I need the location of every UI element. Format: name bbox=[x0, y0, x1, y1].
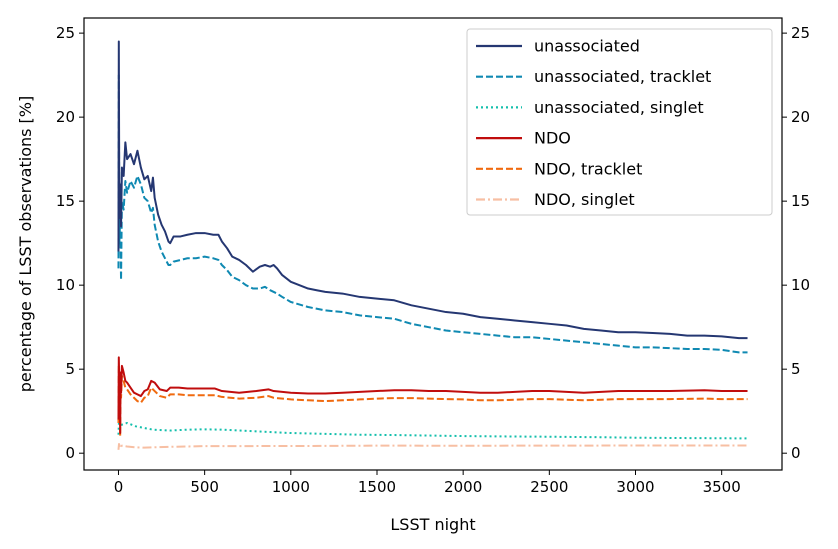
x-tick-label: 3000 bbox=[616, 478, 654, 496]
legend-label-5: NDO, singlet bbox=[534, 190, 635, 209]
x-tick-label: 0 bbox=[114, 478, 124, 496]
series-layer bbox=[117, 40, 748, 450]
x-axis-label: LSST night bbox=[390, 515, 475, 534]
right-y-tick-label: 0 bbox=[791, 444, 801, 462]
right-y-tick-label: 15 bbox=[791, 192, 810, 210]
y-tick-label: 5 bbox=[65, 360, 75, 378]
legend-label-1: unassociated, tracklet bbox=[534, 67, 711, 86]
series-line-2 bbox=[117, 420, 748, 440]
plot-frame bbox=[83, 17, 783, 471]
right-y-tick-label: 25 bbox=[791, 24, 810, 42]
series-line-4 bbox=[117, 364, 748, 438]
legend: unassociated unassociated, tracklet unasso… bbox=[466, 28, 773, 216]
y-tick-label: 0 bbox=[65, 444, 75, 462]
x-tick-label: 2500 bbox=[530, 478, 568, 496]
axes-layer: 0 500 1000 1500 2000 2500 3000 3500 0 0 5 5 10 10 15 15… bbox=[56, 24, 810, 496]
legend-label-4: NDO, tracklet bbox=[534, 159, 642, 178]
y-tick-label: 25 bbox=[56, 24, 75, 42]
series-line-1 bbox=[117, 74, 748, 354]
y-axis-label: percentage of LSST observations [%] bbox=[16, 96, 35, 393]
series-line-0 bbox=[117, 40, 748, 340]
series-line-3 bbox=[117, 356, 748, 435]
x-tick-label: 2000 bbox=[444, 478, 482, 496]
right-y-tick-label: 10 bbox=[791, 276, 810, 294]
x-tick-label: 1500 bbox=[358, 478, 396, 496]
legend-label-0: unassociated bbox=[534, 37, 640, 56]
legend-box bbox=[466, 28, 773, 216]
legend-label-3: NDO bbox=[534, 129, 571, 148]
y-tick-label: 10 bbox=[56, 276, 75, 294]
x-tick-label: 500 bbox=[190, 478, 219, 496]
right-y-tick-label: 5 bbox=[791, 360, 801, 378]
right-y-tick-label: 20 bbox=[791, 108, 810, 126]
y-tick-label: 15 bbox=[56, 192, 75, 210]
x-tick-label: 1000 bbox=[272, 478, 310, 496]
series-line-5 bbox=[117, 442, 748, 450]
y-tick-label: 20 bbox=[56, 108, 75, 126]
x-tick-label: 3500 bbox=[703, 478, 741, 496]
legend-label-2: unassociated, singlet bbox=[534, 98, 704, 117]
